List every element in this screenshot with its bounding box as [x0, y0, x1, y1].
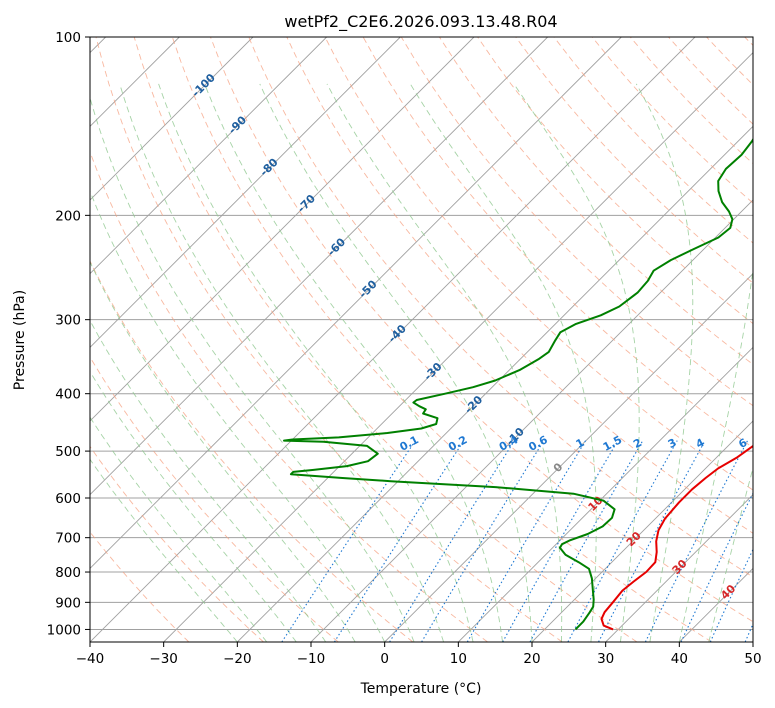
- mixing-ratio-line: [281, 440, 416, 642]
- moist-adiabat-line: [90, 416, 268, 642]
- isotherm-line: [90, 37, 548, 496]
- dewpoint-profile-line: [283, 137, 753, 631]
- y-tick-label: 800: [55, 565, 81, 581]
- moist-adiabat-line: [635, 83, 694, 642]
- moist-adiabat-line: [90, 319, 327, 642]
- moist-adiabat-line: [90, 458, 238, 642]
- mixing-ratio-line: [421, 440, 545, 642]
- x-tick-label: −20: [223, 651, 252, 667]
- dry-adiabat-line: [90, 356, 339, 642]
- dry-adiabat-line: [324, 37, 753, 491]
- x-tick-label: 20: [523, 651, 540, 667]
- dry-adiabat-line: [515, 37, 753, 284]
- isotherm-line: [237, 125, 753, 642]
- moist-adiabat-line: [158, 83, 474, 642]
- isotherm-line: [90, 37, 327, 275]
- isotherm-line: [90, 37, 475, 422]
- moist-adiabat-line: [513, 83, 640, 642]
- y-tick-label: 700: [55, 531, 81, 547]
- x-tick-label: 30: [597, 651, 614, 667]
- isotherm-line: [90, 37, 401, 348]
- moist-adiabat-line: [90, 96, 415, 642]
- dry-adiabat-line: [286, 37, 753, 534]
- x-tick-label: −40: [76, 651, 105, 667]
- dry-adiabat-line: [90, 259, 414, 642]
- isotherm-line: [90, 37, 696, 642]
- x-tick-label: 10: [450, 651, 467, 667]
- isotherm-line: [458, 346, 753, 642]
- x-tick-label: 40: [671, 651, 688, 667]
- y-tick-label: 500: [55, 444, 81, 460]
- moist-adiabat-line: [119, 83, 445, 642]
- moist-adiabat-line: [90, 190, 386, 642]
- mixing-ratio-line: [567, 440, 678, 642]
- y-tick-label: 200: [55, 208, 81, 224]
- isotherm-line: [531, 420, 753, 642]
- plot-frame: [89, 36, 754, 643]
- isotherm-line: [90, 37, 622, 569]
- y-tick-label: 1000: [47, 622, 81, 638]
- isotherm-line: [163, 52, 753, 642]
- mixing-ratio-line: [502, 440, 619, 642]
- mixing-ratio-line: [644, 440, 749, 642]
- x-tick-label: −30: [149, 651, 178, 667]
- dry-adiabat-line: [90, 445, 264, 642]
- isotherm-line: [605, 494, 753, 642]
- moist-adiabat-line: [90, 260, 356, 642]
- y-tick-label: 300: [55, 313, 81, 329]
- isotherm-line: [90, 37, 254, 201]
- x-axis: −40 −30 −20 −10 0 10 20 30 40 50: [76, 642, 762, 667]
- isotherm-line: [384, 273, 753, 642]
- temperature-profile-line: [600, 444, 753, 631]
- y-axis: 100 200 300 400 500 600 700 800 900 1000: [47, 30, 90, 638]
- chart-title: wetPf2_C2E6.2026.093.13.48.R04: [284, 12, 557, 32]
- x-axis-label: Temperature (°C): [360, 681, 482, 697]
- y-tick-label: 100: [55, 30, 81, 46]
- mixing-ratio-line: [466, 440, 587, 642]
- dry-adiabat-line: [95, 37, 563, 642]
- moist-adiabat-line: [678, 83, 753, 642]
- moist-adiabat-line: [259, 83, 533, 642]
- moist-adiabat-line: [708, 466, 753, 642]
- moist-adiabat-line: [204, 83, 503, 642]
- mixing-ratio-line: [333, 440, 465, 642]
- moist-adiabat-line: [90, 370, 297, 642]
- x-tick-label: 50: [744, 651, 761, 667]
- dry-adiabat-line: [248, 37, 753, 578]
- y-axis-label: Pressure (hPa): [12, 290, 28, 390]
- y-tick-label: 900: [55, 595, 81, 611]
- y-tick-label: 400: [55, 387, 81, 403]
- profile-series-layer: [283, 137, 753, 631]
- y-tick-label: 600: [55, 491, 81, 507]
- x-tick-label: 0: [380, 651, 389, 667]
- x-tick-label: −10: [297, 651, 326, 667]
- mixing-ratio-line: [389, 440, 515, 642]
- dry-adiabat-line: [210, 37, 753, 623]
